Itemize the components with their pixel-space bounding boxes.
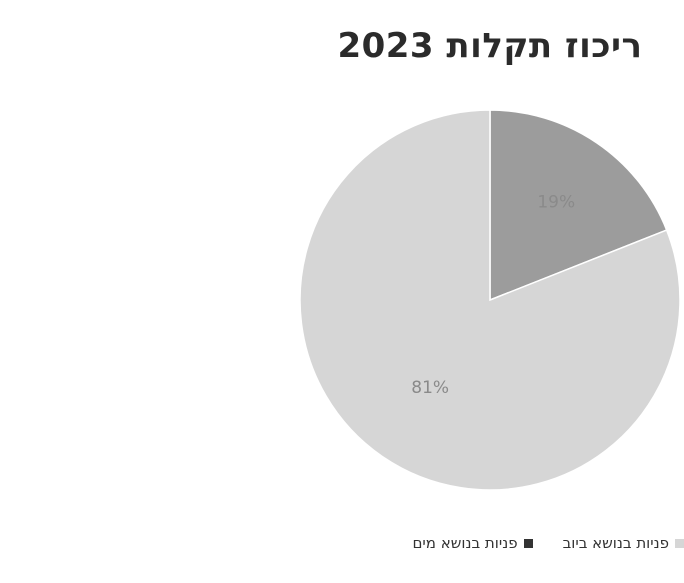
- legend-item-sewage: פניות בנושא ביוב: [563, 534, 684, 552]
- legend-swatch-water: [523, 538, 533, 548]
- legend-item-water: פניות בנושא מים: [412, 534, 533, 552]
- legend-label-sewage: פניות בנושא ביוב: [562, 534, 669, 552]
- pie-label-water: 19%: [537, 193, 575, 213]
- pie-label-sewage: 81%: [411, 378, 449, 398]
- chart-title: ריכוז תקלות 2023: [337, 26, 643, 66]
- legend-swatch-sewage: [675, 538, 684, 548]
- legend: פניות בנושא ביוב פניות בנושא מים: [382, 534, 684, 552]
- legend-label-water: פניות בנושא מים: [412, 534, 518, 552]
- pie-slice-sewage: [299, 109, 681, 491]
- pie-slice-water: [489, 109, 668, 302]
